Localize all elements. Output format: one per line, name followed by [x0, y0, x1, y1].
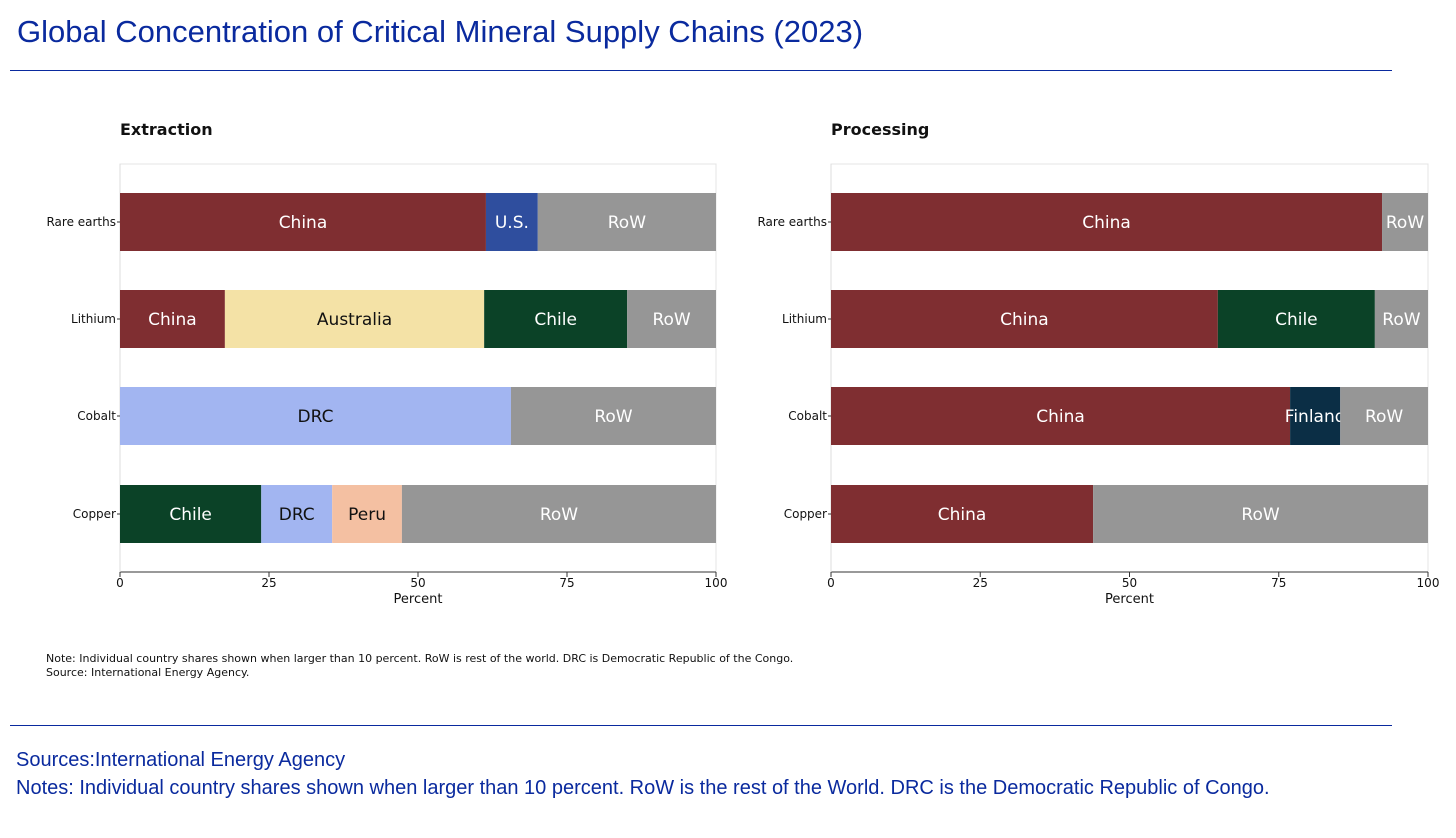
bar-segment-label: China — [938, 505, 987, 525]
y-tick-label: Copper — [73, 507, 116, 521]
bar-segment-label: Chile — [1275, 310, 1318, 330]
x-tick-label: 25 — [973, 576, 988, 590]
y-tick-label: Rare earths — [46, 215, 116, 229]
bar-segment-label: China — [1082, 213, 1131, 233]
bar-segment-us — [485, 193, 538, 251]
bar-segment-row — [1374, 290, 1428, 348]
x-tick-label: 0 — [827, 576, 835, 590]
sources-text: Sources:International Energy Agency — [16, 749, 346, 771]
bar-segment-drc — [120, 387, 511, 445]
bar-segment-label: RoW — [608, 213, 646, 233]
bar-segment-china — [831, 290, 1218, 348]
bar-segment-row — [401, 485, 716, 543]
y-tick-label: Cobalt — [77, 409, 116, 423]
bottom-divider — [10, 725, 1392, 726]
x-axis-label: Percent — [1105, 592, 1154, 607]
panel-title: Extraction — [120, 120, 213, 139]
bar-segment-label: China — [279, 213, 328, 233]
y-tick-label: Lithium — [71, 312, 116, 326]
x-tick-label: 100 — [1417, 576, 1440, 590]
y-tick-label: Cobalt — [788, 409, 827, 423]
chart-note: Note: Individual country shares shown wh… — [46, 652, 794, 665]
bar-segment-label: Finland — [1285, 407, 1346, 427]
bar-segment-chile — [120, 485, 262, 543]
x-tick-label: 50 — [410, 576, 425, 590]
chart-area: Extraction 0 25 50 75 100 Percent Rare earths Ch… — [46, 120, 1440, 607]
bar-segment-row — [1382, 193, 1428, 251]
x-axis-label: Percent — [394, 592, 443, 607]
bar-segment-label: DRC — [279, 505, 315, 525]
bar-segment-label: Australia — [317, 310, 392, 330]
x-tick-label: 100 — [705, 576, 728, 590]
x-tick-label: 75 — [559, 576, 574, 590]
bar-segment-china — [831, 387, 1291, 445]
bar-segment-label: U.S. — [495, 213, 529, 233]
panel-title: Processing — [831, 120, 929, 139]
y-tick-label: Rare earths — [757, 215, 827, 229]
page-title: Global Concentration of Critical Mineral… — [17, 14, 864, 49]
bar-segment-label: RoW — [1365, 407, 1403, 427]
top-divider — [10, 70, 1392, 71]
bar-segment-peru — [332, 485, 402, 543]
bar-segment-label: DRC — [298, 407, 334, 427]
bar-segment-drc — [261, 485, 333, 543]
bar-segment-china — [120, 290, 225, 348]
bar-segment-chile — [484, 290, 628, 348]
bar-segment-label: Chile — [534, 310, 577, 330]
x-tick-label: 75 — [1271, 576, 1286, 590]
x-tick-label: 50 — [1122, 576, 1137, 590]
bar-segment-row — [627, 290, 716, 348]
y-tick-label: Lithium — [782, 312, 827, 326]
bar-segment-label: China — [1036, 407, 1085, 427]
bar-segment-row — [1340, 387, 1428, 445]
bar-segment-label: RoW — [1382, 310, 1420, 330]
bar-segment-label: Peru — [348, 505, 386, 525]
bar-segment-label: RoW — [594, 407, 632, 427]
bar-segment-label: RoW — [1241, 505, 1279, 525]
bar-segment-row — [1093, 485, 1428, 543]
bar-segment-row — [537, 193, 716, 251]
y-tick-label: Copper — [784, 507, 827, 521]
bar-segment-label: Chile — [169, 505, 212, 525]
bar-segment-label: RoW — [540, 505, 578, 525]
bar-segment-finland — [1290, 387, 1341, 445]
bar-segment-row — [510, 387, 716, 445]
bar-segment-chile — [1217, 290, 1375, 348]
bar-segment-label: RoW — [1386, 213, 1424, 233]
notes-text: Notes: Individual country shares shown w… — [16, 777, 1270, 799]
bar-segment-australia — [224, 290, 485, 348]
x-tick-label: 0 — [116, 576, 124, 590]
bar-segment-china — [831, 193, 1383, 251]
bar-segment-label: RoW — [652, 310, 690, 330]
bar-segment-china — [120, 193, 486, 251]
bar-segment-china — [831, 485, 1094, 543]
bar-segment-label: China — [1000, 310, 1049, 330]
x-tick-label: 25 — [261, 576, 276, 590]
bar-segment-label: China — [148, 310, 197, 330]
chart-source: Source: International Energy Agency. — [46, 666, 250, 679]
